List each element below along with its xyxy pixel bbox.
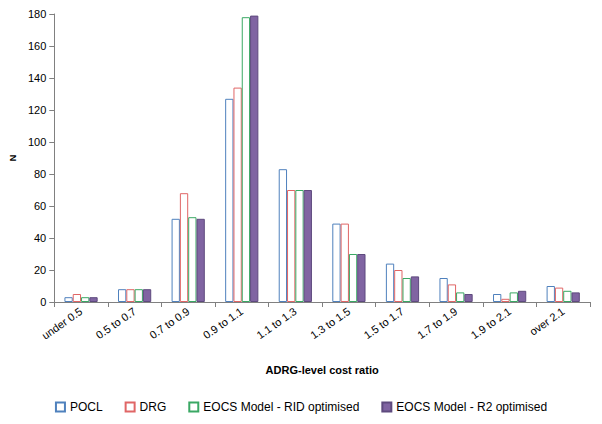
svg-text:0.5 to 0.7: 0.5 to 0.7 <box>94 305 138 341</box>
svg-text:1.9 to 2.1: 1.9 to 2.1 <box>469 305 513 341</box>
svg-text:POCL: POCL <box>70 400 103 414</box>
svg-text:40: 40 <box>34 232 46 244</box>
svg-text:1.1 to 1.3: 1.1 to 1.3 <box>254 305 298 341</box>
svg-text:over 2.1: over 2.1 <box>527 305 566 338</box>
svg-text:100: 100 <box>28 136 46 148</box>
svg-text:DRG: DRG <box>140 400 167 414</box>
svg-text:120: 120 <box>28 104 46 116</box>
svg-text:under 0.5: under 0.5 <box>40 305 85 342</box>
svg-text:0: 0 <box>40 296 46 308</box>
svg-text:EOCS Model - R2 optimised: EOCS Model - R2 optimised <box>396 400 547 414</box>
svg-text:1.5 to 1.7: 1.5 to 1.7 <box>361 305 405 341</box>
svg-text:0.9 to 1.1: 0.9 to 1.1 <box>201 305 245 341</box>
svg-text:N: N <box>8 155 18 162</box>
svg-text:20: 20 <box>34 264 46 276</box>
svg-text:140: 140 <box>28 72 46 84</box>
svg-text:ADRG-level cost ratio: ADRG-level cost ratio <box>266 364 379 376</box>
svg-text:160: 160 <box>28 40 46 52</box>
svg-text:EOCS Model - RID optimised: EOCS Model - RID optimised <box>203 400 359 414</box>
svg-text:1.3 to 1.5: 1.3 to 1.5 <box>308 305 352 341</box>
svg-text:80: 80 <box>34 168 46 180</box>
svg-text:60: 60 <box>34 200 46 212</box>
svg-text:180: 180 <box>28 8 46 20</box>
svg-text:0.7 to 0.9: 0.7 to 0.9 <box>147 305 191 341</box>
svg-text:1.7 to 1.9: 1.7 to 1.9 <box>415 305 459 341</box>
